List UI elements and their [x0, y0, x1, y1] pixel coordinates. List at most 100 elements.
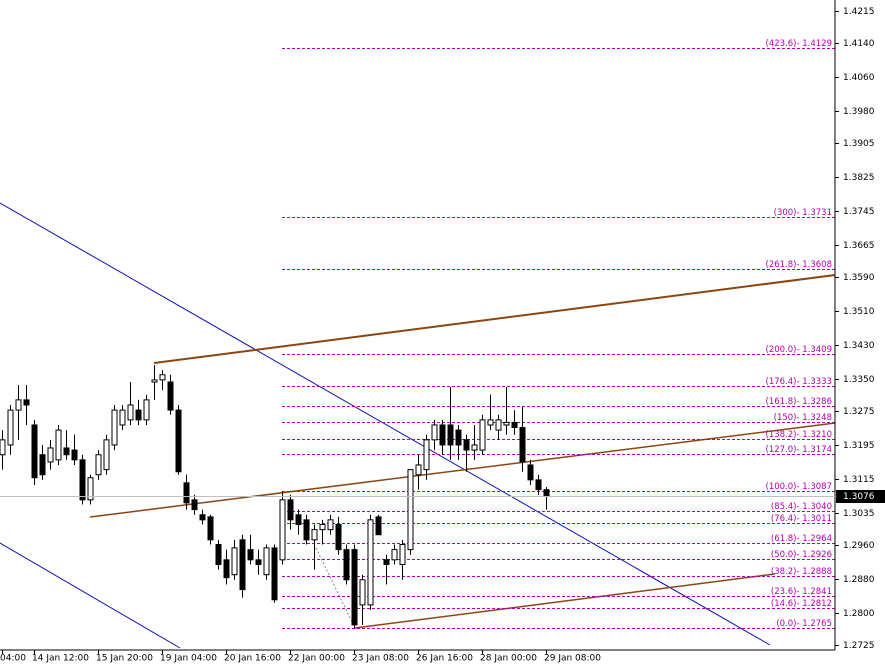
candle-body	[527, 464, 534, 481]
candle-body	[399, 544, 406, 565]
candle-body	[335, 524, 342, 551]
y-tick-label: 1.3745	[843, 207, 875, 217]
candle-body	[143, 399, 150, 421]
candle-group	[0, 364, 550, 628]
candle-body	[367, 519, 374, 606]
candle-body	[87, 477, 94, 501]
candle-body	[327, 519, 334, 531]
candle-body	[191, 499, 198, 511]
candle-body	[71, 449, 78, 461]
x-tick-label: 19 Jan 04:00	[160, 654, 217, 664]
candle-body	[407, 469, 414, 551]
fib-label: (0.0)- 1.2765	[776, 619, 832, 629]
candle-body	[471, 444, 478, 451]
x-tick-label: 04:00	[0, 654, 26, 664]
fib-label: (50.0)- 1.2926	[771, 550, 832, 560]
x-tick-label: 20 Jan 16:00	[224, 654, 281, 664]
candle-body	[63, 447, 70, 456]
candle-body	[239, 539, 246, 591]
y-tick-label: 1.2880	[843, 575, 875, 585]
x-tick-label: 23 Jan 08:00	[352, 654, 409, 664]
candle-body	[55, 429, 62, 461]
fib-label: (127.0)- 1.3174	[766, 445, 832, 455]
candle-body	[111, 409, 118, 446]
y-tick-label: 1.3275	[843, 407, 875, 417]
channel-line	[153, 274, 836, 364]
last-price-label: 1.3076	[843, 492, 875, 502]
candle-body	[295, 514, 302, 526]
y-tick-label: 1.4060	[843, 73, 875, 83]
candle-body	[343, 549, 350, 581]
candle-body	[319, 524, 326, 531]
candle-body	[271, 547, 278, 601]
candle-body	[375, 516, 382, 536]
candle-body	[455, 429, 462, 446]
fib-label: (138.2)- 1.3210	[766, 430, 832, 440]
candle-body	[255, 559, 262, 565]
y-tick-label: 1.3115	[843, 475, 875, 485]
candle-body	[183, 482, 190, 504]
candle-body	[351, 549, 358, 626]
y-tick-label: 1.3590	[843, 273, 875, 283]
candle-body	[503, 421, 510, 426]
y-tick-label: 1.3980	[843, 107, 875, 117]
fib-label: (200.0)- 1.3409	[766, 345, 832, 355]
candle-body	[79, 459, 86, 501]
y-tick-label: 1.3825	[843, 173, 875, 183]
candle-body	[423, 439, 430, 471]
candle-body	[303, 519, 310, 541]
candle-body	[0, 439, 6, 456]
fib-label: (85.4)- 1.3040	[771, 502, 832, 512]
trend-line	[0, 202, 771, 646]
y-tick-label: 1.3510	[843, 307, 875, 317]
candle-body	[31, 424, 38, 479]
fib-anchor-line	[315, 547, 356, 629]
y-tick-label: 1.3665	[843, 241, 875, 251]
candle-body	[431, 424, 438, 441]
candle-body	[119, 409, 126, 426]
x-tick-label: 29 Jan 08:00	[544, 654, 601, 664]
x-tick-label: 26 Jan 16:00	[416, 654, 473, 664]
channel-line	[89, 422, 836, 518]
fib-label: (100.0)- 1.3087	[766, 482, 832, 492]
fib-label: (161.8)- 1.3286	[766, 397, 832, 407]
candle-body	[23, 399, 30, 406]
y-tick-label: 1.2960	[843, 541, 875, 551]
candle-body	[215, 544, 222, 565]
candle-body	[223, 559, 230, 579]
candle-body	[383, 559, 390, 565]
fib-label: (261.8)- 1.3608	[766, 260, 832, 270]
y-tick-label: 1.3035	[843, 509, 875, 519]
candle-body	[135, 409, 142, 421]
y-tick-label: 1.3430	[843, 341, 875, 351]
candle-body	[415, 464, 422, 476]
candle-body	[47, 447, 54, 463]
candle-body	[439, 424, 446, 446]
candle-body	[207, 516, 214, 541]
fib-label: (150)- 1.3248	[774, 413, 832, 423]
candle-body	[127, 404, 134, 421]
fib-label: (76.4)- 1.3011	[771, 514, 832, 524]
candle-body	[287, 499, 294, 521]
candle-body	[95, 454, 102, 476]
fib-label: (423.6)- 1.4129	[766, 39, 832, 49]
channel-line	[354, 573, 776, 629]
y-tick-label: 1.3350	[843, 375, 875, 385]
fib-label: (38.2)- 1.2888	[771, 567, 832, 577]
candle-body	[447, 424, 454, 446]
candle-body	[15, 399, 22, 411]
fib-group: (423.6)- 1.4129 (300)- 1.3731 (261.8)- 1.3…	[282, 39, 835, 629]
candle-body	[487, 419, 494, 426]
candle-body	[391, 549, 398, 561]
x-tick-label: 14 Jan 12:00	[32, 654, 89, 664]
candle-body	[279, 499, 286, 561]
candle-body	[103, 439, 110, 471]
candle-body	[159, 374, 166, 381]
candle-body	[535, 479, 542, 491]
y-tick-label: 1.3905	[843, 139, 875, 149]
candle-body	[7, 409, 14, 446]
candle-body	[495, 419, 502, 431]
candle-body	[359, 579, 366, 606]
